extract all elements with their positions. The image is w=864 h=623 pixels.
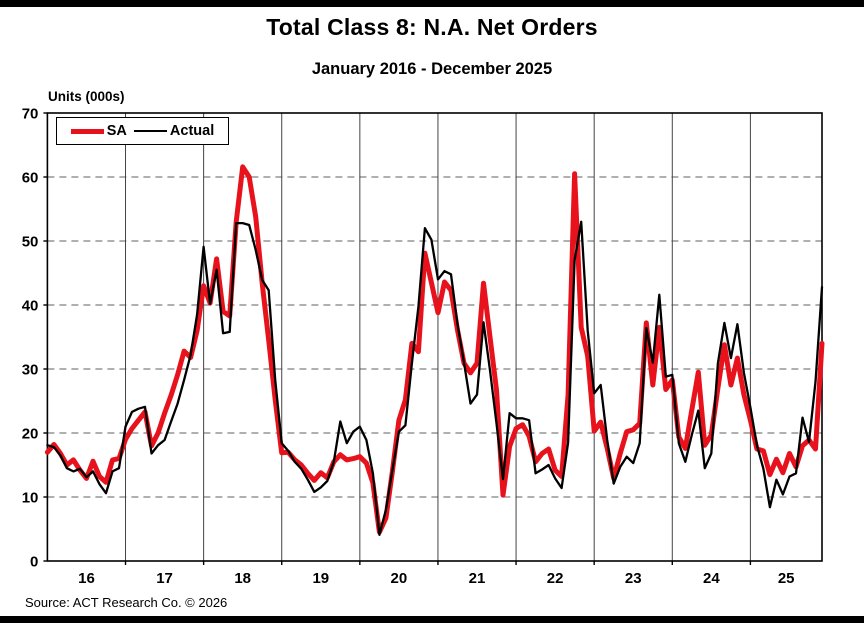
chart-legend: SA Actual: [56, 117, 229, 145]
legend-label-actual: Actual: [169, 123, 215, 139]
x-tick-label-23: 23: [625, 570, 642, 587]
x-tick-label-25: 25: [778, 570, 795, 587]
x-tick-label-22: 22: [547, 570, 564, 587]
y-tick-label-10: 10: [22, 490, 39, 507]
actual-line-swatch: [133, 129, 167, 133]
y-tick-label-40: 40: [22, 298, 39, 315]
y-tick-label-30: 30: [22, 362, 39, 379]
y-axis-units-label: Units (000s): [48, 89, 125, 104]
top-border-bar: [0, 0, 864, 7]
y-tick-label-60: 60: [22, 170, 39, 187]
legend-item-actual: Actual: [133, 123, 215, 139]
y-tick-label-50: 50: [22, 234, 39, 251]
chart-subtitle: January 2016 - December 2025: [311, 60, 553, 78]
x-tick-label-16: 16: [78, 570, 95, 587]
x-tick-label-18: 18: [234, 570, 251, 587]
source-note: Source: ACT Research Co. © 2026: [25, 595, 228, 610]
x-tick-label-19: 19: [312, 570, 329, 587]
y-tick-label-0: 0: [30, 554, 38, 571]
y-tick-label-70: 70: [22, 106, 39, 123]
x-tick-label-24: 24: [703, 570, 720, 587]
chart-title: Total Class 8: N.A. Net Orders: [266, 14, 598, 40]
bottom-border-bar: [0, 616, 864, 623]
legend-item-sa: SA: [70, 123, 127, 139]
sa-line-swatch: [70, 128, 104, 134]
y-tick-label-20: 20: [22, 426, 39, 443]
legend-label-sa: SA: [106, 123, 127, 139]
x-tick-label-21: 21: [469, 570, 486, 587]
x-tick-label-17: 17: [156, 570, 173, 587]
x-tick-label-20: 20: [391, 570, 408, 587]
